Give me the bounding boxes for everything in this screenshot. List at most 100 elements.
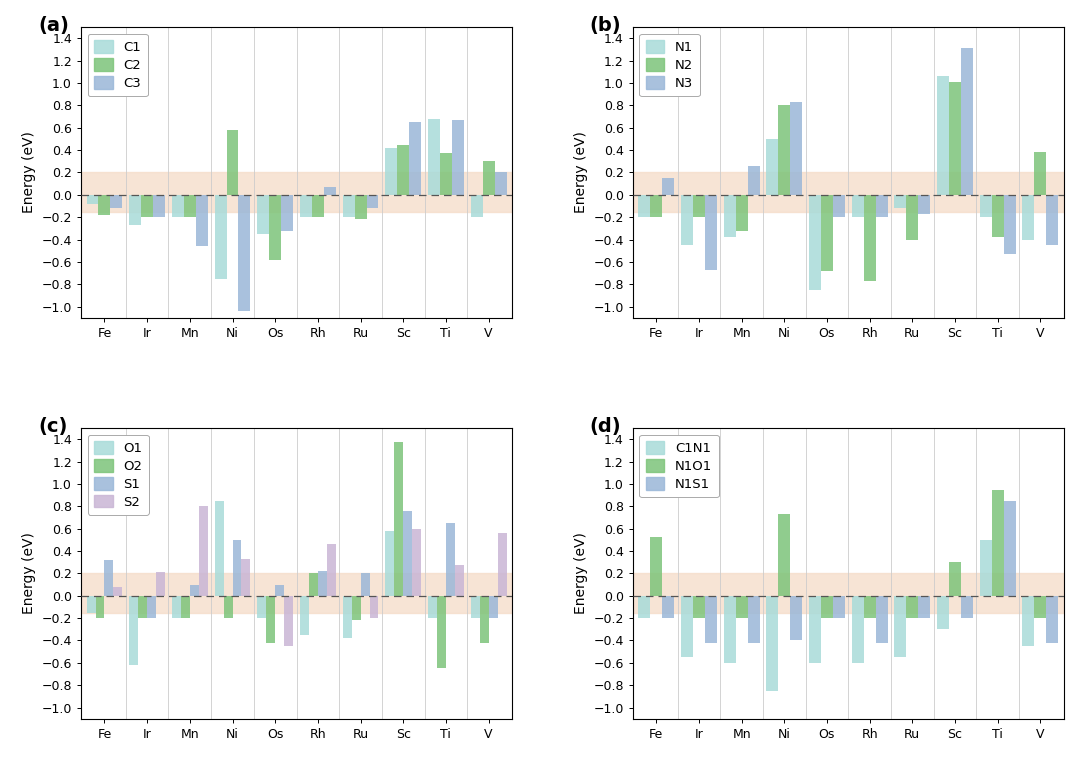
Bar: [86, 596, 95, 612]
Bar: [833, 195, 845, 218]
Bar: [864, 596, 876, 618]
Bar: [876, 195, 888, 218]
Bar: [269, 195, 281, 260]
Bar: [413, 528, 421, 596]
Bar: [172, 596, 180, 618]
Bar: [918, 195, 930, 214]
Bar: [724, 596, 735, 663]
Bar: [428, 119, 440, 195]
Bar: [779, 514, 791, 596]
Bar: [451, 120, 463, 195]
Bar: [428, 596, 437, 618]
Bar: [633, 172, 1064, 211]
Bar: [876, 596, 888, 643]
Bar: [705, 596, 717, 643]
Bar: [961, 596, 973, 618]
Bar: [980, 540, 991, 596]
Bar: [113, 587, 122, 596]
Bar: [437, 596, 446, 668]
Bar: [735, 195, 747, 231]
Bar: [735, 596, 747, 618]
Bar: [937, 596, 949, 629]
Bar: [937, 76, 949, 195]
Bar: [906, 596, 918, 618]
Bar: [747, 166, 759, 195]
Bar: [705, 195, 717, 270]
Bar: [281, 195, 293, 231]
Bar: [894, 195, 906, 208]
Bar: [352, 596, 361, 620]
Text: (b): (b): [590, 16, 621, 34]
Bar: [488, 596, 498, 618]
Bar: [980, 195, 991, 218]
Text: (c): (c): [38, 416, 67, 436]
Bar: [190, 584, 199, 596]
Bar: [199, 507, 207, 596]
Bar: [471, 596, 480, 618]
Legend: C1, C2, C3: C1, C2, C3: [87, 33, 148, 96]
Bar: [130, 195, 141, 225]
Bar: [284, 596, 293, 646]
Bar: [693, 596, 705, 618]
Bar: [961, 48, 973, 195]
Bar: [354, 195, 366, 219]
Bar: [681, 596, 693, 657]
Bar: [779, 106, 791, 195]
Bar: [1047, 195, 1058, 245]
Bar: [949, 82, 961, 195]
Bar: [809, 195, 821, 290]
Bar: [361, 573, 369, 596]
Bar: [215, 501, 224, 596]
Bar: [767, 139, 779, 195]
Bar: [1035, 596, 1047, 618]
Bar: [638, 596, 650, 618]
Bar: [991, 195, 1003, 237]
Y-axis label: Energy (eV): Energy (eV): [22, 131, 36, 214]
Bar: [894, 596, 906, 657]
Bar: [98, 195, 110, 215]
Bar: [409, 122, 421, 195]
Bar: [809, 596, 821, 663]
Legend: C1N1, N1O1, N1S1: C1N1, N1O1, N1S1: [639, 435, 719, 497]
Bar: [633, 573, 1064, 612]
Bar: [1003, 195, 1015, 254]
Bar: [918, 596, 930, 618]
Bar: [791, 596, 802, 640]
Bar: [693, 195, 705, 218]
Bar: [386, 531, 394, 596]
Bar: [852, 195, 864, 218]
Bar: [394, 441, 403, 596]
Bar: [747, 596, 759, 643]
Bar: [95, 596, 105, 618]
Legend: O1, O2, S1, S2: O1, O2, S1, S2: [87, 435, 149, 515]
Bar: [1023, 195, 1035, 239]
Bar: [327, 545, 336, 596]
Bar: [662, 178, 674, 195]
Bar: [232, 540, 242, 596]
Bar: [81, 573, 512, 612]
Bar: [1023, 596, 1035, 646]
Bar: [852, 596, 864, 663]
Bar: [130, 596, 138, 665]
Bar: [105, 560, 113, 596]
Bar: [455, 565, 463, 596]
Bar: [1047, 596, 1058, 643]
Bar: [498, 533, 507, 596]
Bar: [397, 145, 409, 195]
Bar: [495, 172, 507, 195]
Bar: [147, 596, 157, 618]
Bar: [172, 195, 184, 218]
Bar: [480, 596, 488, 643]
Bar: [138, 596, 147, 618]
Bar: [153, 195, 165, 218]
Bar: [767, 596, 779, 691]
Bar: [864, 195, 876, 280]
Bar: [86, 195, 98, 204]
Bar: [110, 195, 122, 208]
Text: (d): (d): [590, 416, 621, 436]
Bar: [267, 596, 275, 643]
Bar: [949, 563, 961, 596]
Bar: [195, 195, 207, 246]
Bar: [1003, 501, 1015, 596]
Bar: [906, 195, 918, 239]
